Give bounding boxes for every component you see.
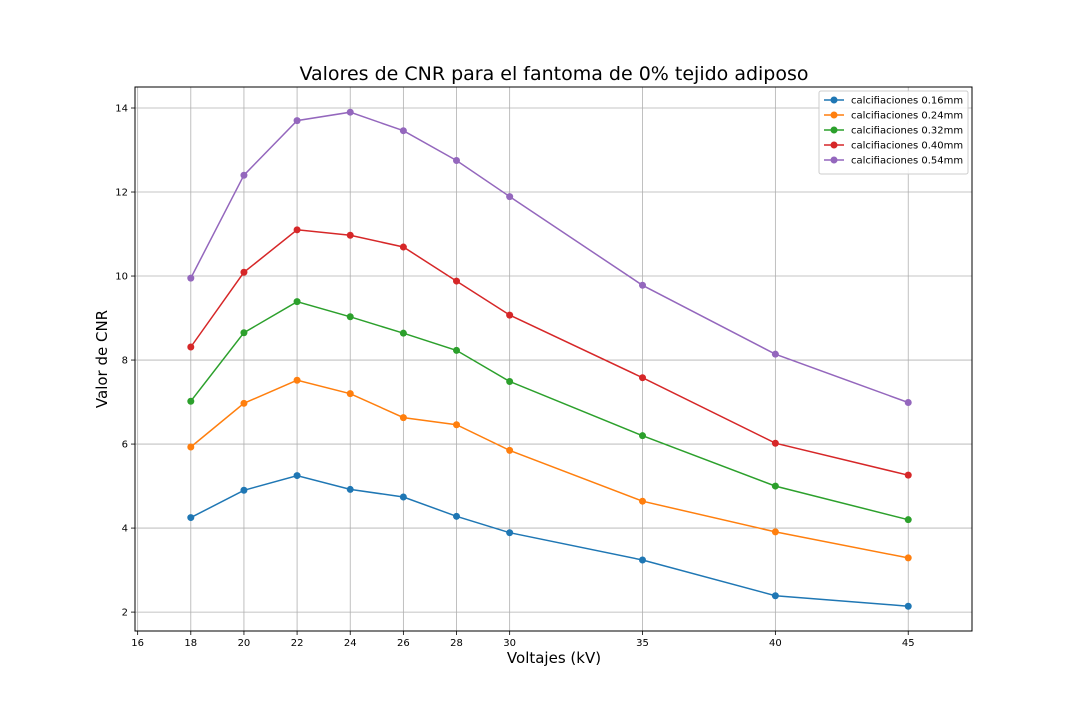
chart-title: Valores de CNR para el fantoma de 0% tej… (299, 63, 808, 85)
data-point (639, 374, 647, 382)
data-point (293, 226, 301, 234)
x-tick-label: 28 (450, 638, 463, 649)
data-point (399, 243, 407, 251)
data-point (187, 514, 195, 522)
data-point (187, 397, 195, 405)
data-point (639, 432, 647, 440)
legend-marker (830, 126, 838, 134)
series-line (190, 379, 909, 559)
x-tick-label: 35 (636, 638, 649, 649)
data-point (346, 313, 354, 321)
data-point (240, 329, 248, 337)
data-point (506, 193, 514, 201)
data-point (904, 398, 912, 406)
legend-label: calcifiaciones 0.54mm (851, 156, 963, 167)
legend-marker (830, 96, 838, 104)
x-tick-label: 26 (397, 638, 410, 649)
data-point (771, 482, 779, 490)
data-point (240, 171, 248, 179)
data-point (346, 108, 354, 116)
series-line (190, 300, 909, 521)
data-point (904, 554, 912, 562)
data-point (453, 346, 461, 354)
data-point (639, 497, 647, 505)
data-point (293, 376, 301, 384)
data-point (293, 298, 301, 306)
data-point (506, 446, 514, 454)
y-tick-label: 2 (122, 608, 128, 619)
data-point (346, 485, 354, 493)
data-point (399, 493, 407, 501)
x-tick-label: 22 (291, 638, 304, 649)
x-tick-label: 30 (503, 638, 516, 649)
x-tick-label: 18 (184, 638, 197, 649)
data-point (771, 592, 779, 600)
data-point (639, 281, 647, 289)
data-point (187, 343, 195, 351)
data-point (187, 443, 195, 451)
data-point (506, 529, 514, 537)
series-group (187, 108, 912, 610)
data-point (453, 512, 461, 520)
data-point (506, 377, 514, 385)
x-tick-label: 20 (238, 638, 251, 649)
y-tick-label: 8 (122, 356, 128, 367)
y-tick-label: 10 (115, 272, 128, 283)
data-point (904, 471, 912, 479)
data-point (240, 268, 248, 276)
data-point (293, 117, 301, 125)
data-point (506, 311, 514, 319)
y-tick-label: 6 (122, 440, 128, 451)
data-point (904, 516, 912, 524)
series-line (190, 111, 909, 404)
legend: calcifiaciones 0.16mm calcifiaciones 0.24… (818, 90, 969, 175)
data-point (240, 486, 248, 494)
y-axis-title: Valor de CNR (93, 310, 111, 408)
legend-label: calcifiaciones 0.40mm (851, 141, 963, 152)
plot-frame (134, 86, 973, 632)
y-tick-label: 12 (115, 188, 128, 199)
data-point (639, 556, 647, 564)
series-line (190, 229, 909, 476)
data-point (399, 329, 407, 337)
data-point (453, 421, 461, 429)
data-point (240, 399, 248, 407)
data-point (346, 390, 354, 398)
legend-label: calcifiaciones 0.32mm (851, 126, 963, 137)
x-axis-title: Voltajes (kV) (507, 649, 601, 667)
data-point (399, 127, 407, 135)
x-tick-label: 24 (344, 638, 357, 649)
x-tick-label: 16 (131, 638, 144, 649)
x-tick-label: 40 (769, 638, 782, 649)
data-point (771, 439, 779, 447)
series-line (190, 474, 909, 607)
data-point (771, 528, 779, 536)
legend-box (818, 90, 969, 175)
legend-marker (830, 111, 838, 119)
x-tick-label: 45 (902, 638, 915, 649)
data-point (399, 414, 407, 422)
legend-marker (830, 141, 838, 149)
data-point (293, 472, 301, 480)
legend-label: calcifiaciones 0.24mm (851, 111, 963, 122)
data-point (771, 350, 779, 358)
data-point (453, 277, 461, 285)
y-tick-label: 4 (122, 524, 128, 535)
data-point (346, 231, 354, 239)
y-tick-label: 14 (115, 104, 128, 115)
data-point (187, 274, 195, 282)
data-point (904, 602, 912, 610)
legend-label: calcifiaciones 0.16mm (851, 96, 963, 107)
legend-marker (830, 156, 838, 164)
data-point (453, 157, 461, 165)
